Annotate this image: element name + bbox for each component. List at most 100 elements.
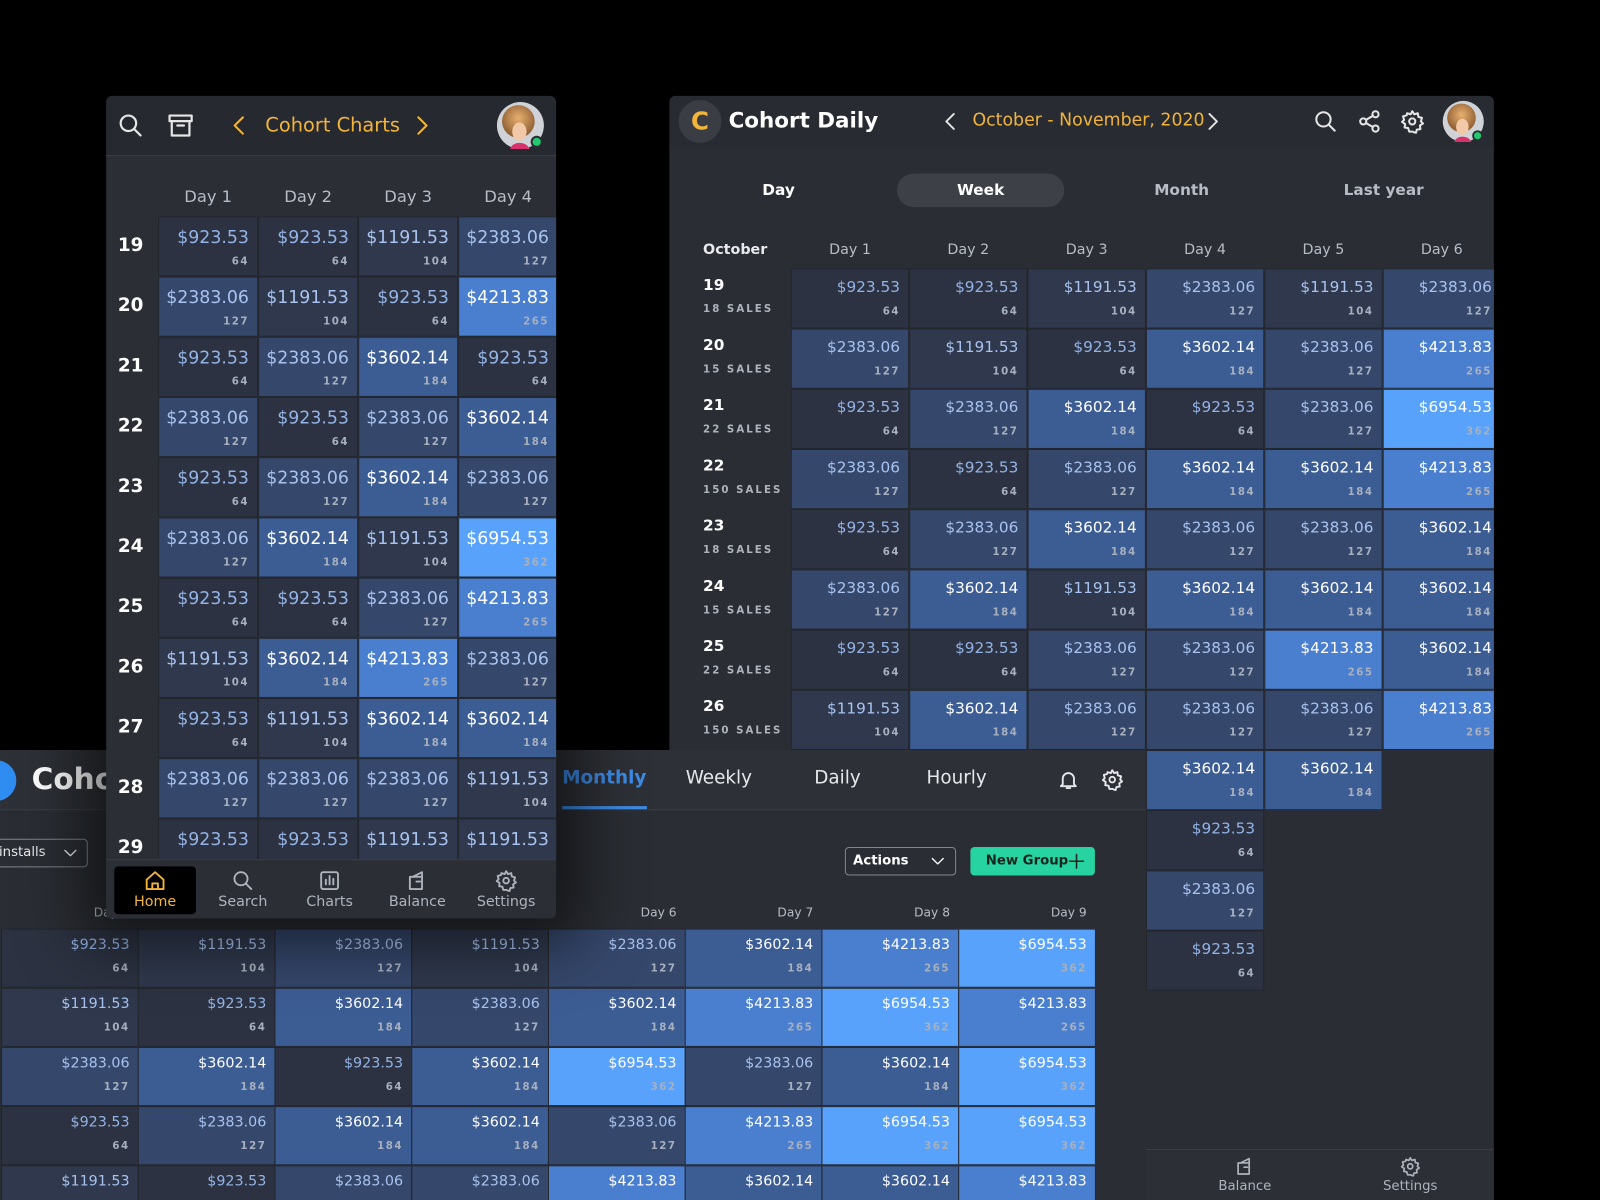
icon xyxy=(945,113,955,130)
cell-value: $2383.06 xyxy=(266,468,349,489)
cell-value: $923.53 xyxy=(70,936,130,954)
settings-button[interactable] xyxy=(1400,109,1424,134)
column-header: Day 9 xyxy=(1050,905,1087,920)
cohort-cell: $3602.14 184 xyxy=(1145,448,1265,510)
cell-value: $6954.53 xyxy=(1018,1055,1087,1072)
period-tab[interactable]: Day xyxy=(762,180,795,199)
cell-count: 64 xyxy=(882,546,900,559)
cell-value: $923.53 xyxy=(1191,397,1256,417)
nav-item[interactable]: Charts xyxy=(289,866,371,914)
view-tab[interactable]: Daily xyxy=(814,767,861,789)
cell-count: 64 xyxy=(882,426,900,438)
nav-icon xyxy=(406,869,428,891)
cell-count: 184 xyxy=(323,677,349,689)
cell-count: 64 xyxy=(1001,667,1019,679)
cell-value: $4213.83 xyxy=(1018,995,1087,1013)
cell-value: $2383.06 xyxy=(1182,518,1256,537)
filter-label: installs xyxy=(0,844,46,861)
search-button[interactable] xyxy=(117,112,144,139)
nav-item[interactable]: Balance xyxy=(377,866,459,914)
cell-value: $2383.06 xyxy=(61,1055,130,1072)
cohort-cell: $923.53 64 xyxy=(790,388,910,449)
cohort-cell: $923.53 64 xyxy=(158,216,259,277)
icon-shape xyxy=(119,114,138,133)
notifications-button[interactable] xyxy=(1057,768,1079,790)
cell-count: 184 xyxy=(1110,546,1137,559)
icon-shape xyxy=(408,875,423,890)
cell-value: $2383.06 xyxy=(608,1114,677,1131)
icon-shape xyxy=(1364,121,1374,129)
cell-count: 104 xyxy=(223,677,249,689)
cell-count: 127 xyxy=(1110,727,1137,739)
cell-value: $2383.06 xyxy=(1300,518,1374,537)
cell-value: $3602.14 xyxy=(266,648,349,670)
period-tab[interactable]: Month xyxy=(1154,180,1210,199)
cell-value: $6954.53 xyxy=(881,995,950,1013)
cell-value: $923.53 xyxy=(277,588,349,610)
cohort-cell: $4213.83 265 xyxy=(821,928,960,988)
cell-value: $4213.83 xyxy=(881,936,950,954)
cell-count: 127 xyxy=(1229,727,1256,739)
nav-label: Settings xyxy=(1382,1178,1438,1194)
nav-item[interactable]: Settings xyxy=(465,866,547,914)
cell-value: $923.53 xyxy=(1073,337,1137,357)
cell-count: 104 xyxy=(513,963,540,975)
cohort-cell: $2383.06 127 xyxy=(1264,388,1383,449)
cohort-cell: $2383.06 127 xyxy=(790,569,910,630)
icon xyxy=(408,871,423,890)
cohort-cell: $1191.53 104 xyxy=(909,328,1028,389)
filter-dropdown[interactable]: installs xyxy=(0,838,88,868)
icon xyxy=(64,849,77,857)
avatar[interactable] xyxy=(496,101,545,150)
cell-count: 184 xyxy=(650,1022,677,1034)
cohort-cell: $1191.53 104 xyxy=(1,987,139,1047)
nav-item[interactable]: Balance xyxy=(1204,1156,1286,1199)
icon-shape xyxy=(1359,117,1368,126)
cohort-cell: $1191.53 104 xyxy=(137,928,276,988)
cohort-cell: $923.53 xyxy=(137,1165,276,1200)
column-header: Day 7 xyxy=(777,905,814,920)
prev-button[interactable] xyxy=(940,110,962,132)
nav-item[interactable]: Search xyxy=(202,866,284,914)
view-tab[interactable]: Monthly xyxy=(562,767,647,789)
cohort-cell: $6954.53 362 xyxy=(1382,388,1494,449)
icon xyxy=(1237,1157,1250,1175)
cohort-cell: $923.53 64 xyxy=(1145,388,1265,449)
cohort-cell: $2383.06 127 xyxy=(258,457,359,518)
next-button[interactable] xyxy=(1201,110,1223,132)
icon-shape xyxy=(512,122,527,141)
new-group-button[interactable]: New Group xyxy=(970,846,1095,876)
cohort-cell: $3602.14 xyxy=(821,1165,960,1200)
search-button[interactable] xyxy=(1313,109,1337,133)
settings-button[interactable] xyxy=(1101,768,1124,791)
column-header: Day 4 xyxy=(1184,241,1227,259)
cohort-cell: $2383.06 127 xyxy=(547,1106,686,1166)
cell-value: $1191.53 xyxy=(61,995,130,1013)
cohort-cell: $2383.06 127 xyxy=(909,388,1028,449)
cell-value: $6954.53 xyxy=(608,1055,677,1072)
cell-count: 64 xyxy=(231,376,249,388)
view-tab[interactable]: Hourly xyxy=(926,767,987,789)
cell-count: 127 xyxy=(223,316,249,328)
period-tab[interactable]: Last year xyxy=(1343,180,1424,199)
icon-shape xyxy=(133,128,142,137)
nav-item[interactable]: Settings xyxy=(1369,1156,1451,1199)
nav-item[interactable]: Home xyxy=(114,866,196,915)
view-tab[interactable]: Weekly xyxy=(685,767,753,789)
cell-count: 184 xyxy=(240,1081,267,1093)
cohort-cell: $2383.06 127 xyxy=(1264,509,1383,570)
cohort-cell: $2383.06 127 xyxy=(1145,509,1265,570)
prev-button[interactable] xyxy=(228,113,252,137)
period-tab[interactable]: Week xyxy=(896,173,1065,208)
share-button[interactable] xyxy=(1357,109,1381,133)
next-button[interactable] xyxy=(409,113,433,137)
archive-button[interactable] xyxy=(167,112,194,139)
cell-count: 184 xyxy=(513,1140,540,1153)
cell-value: $923.53 xyxy=(177,588,249,610)
avatar[interactable] xyxy=(1442,100,1485,143)
cohort-cell: $2383.06 127 xyxy=(358,577,459,638)
cohort-cell: $2383.06 127 xyxy=(274,928,413,988)
cell-value: $4213.83 xyxy=(745,995,814,1013)
actions-dropdown[interactable]: Actions xyxy=(844,846,957,876)
